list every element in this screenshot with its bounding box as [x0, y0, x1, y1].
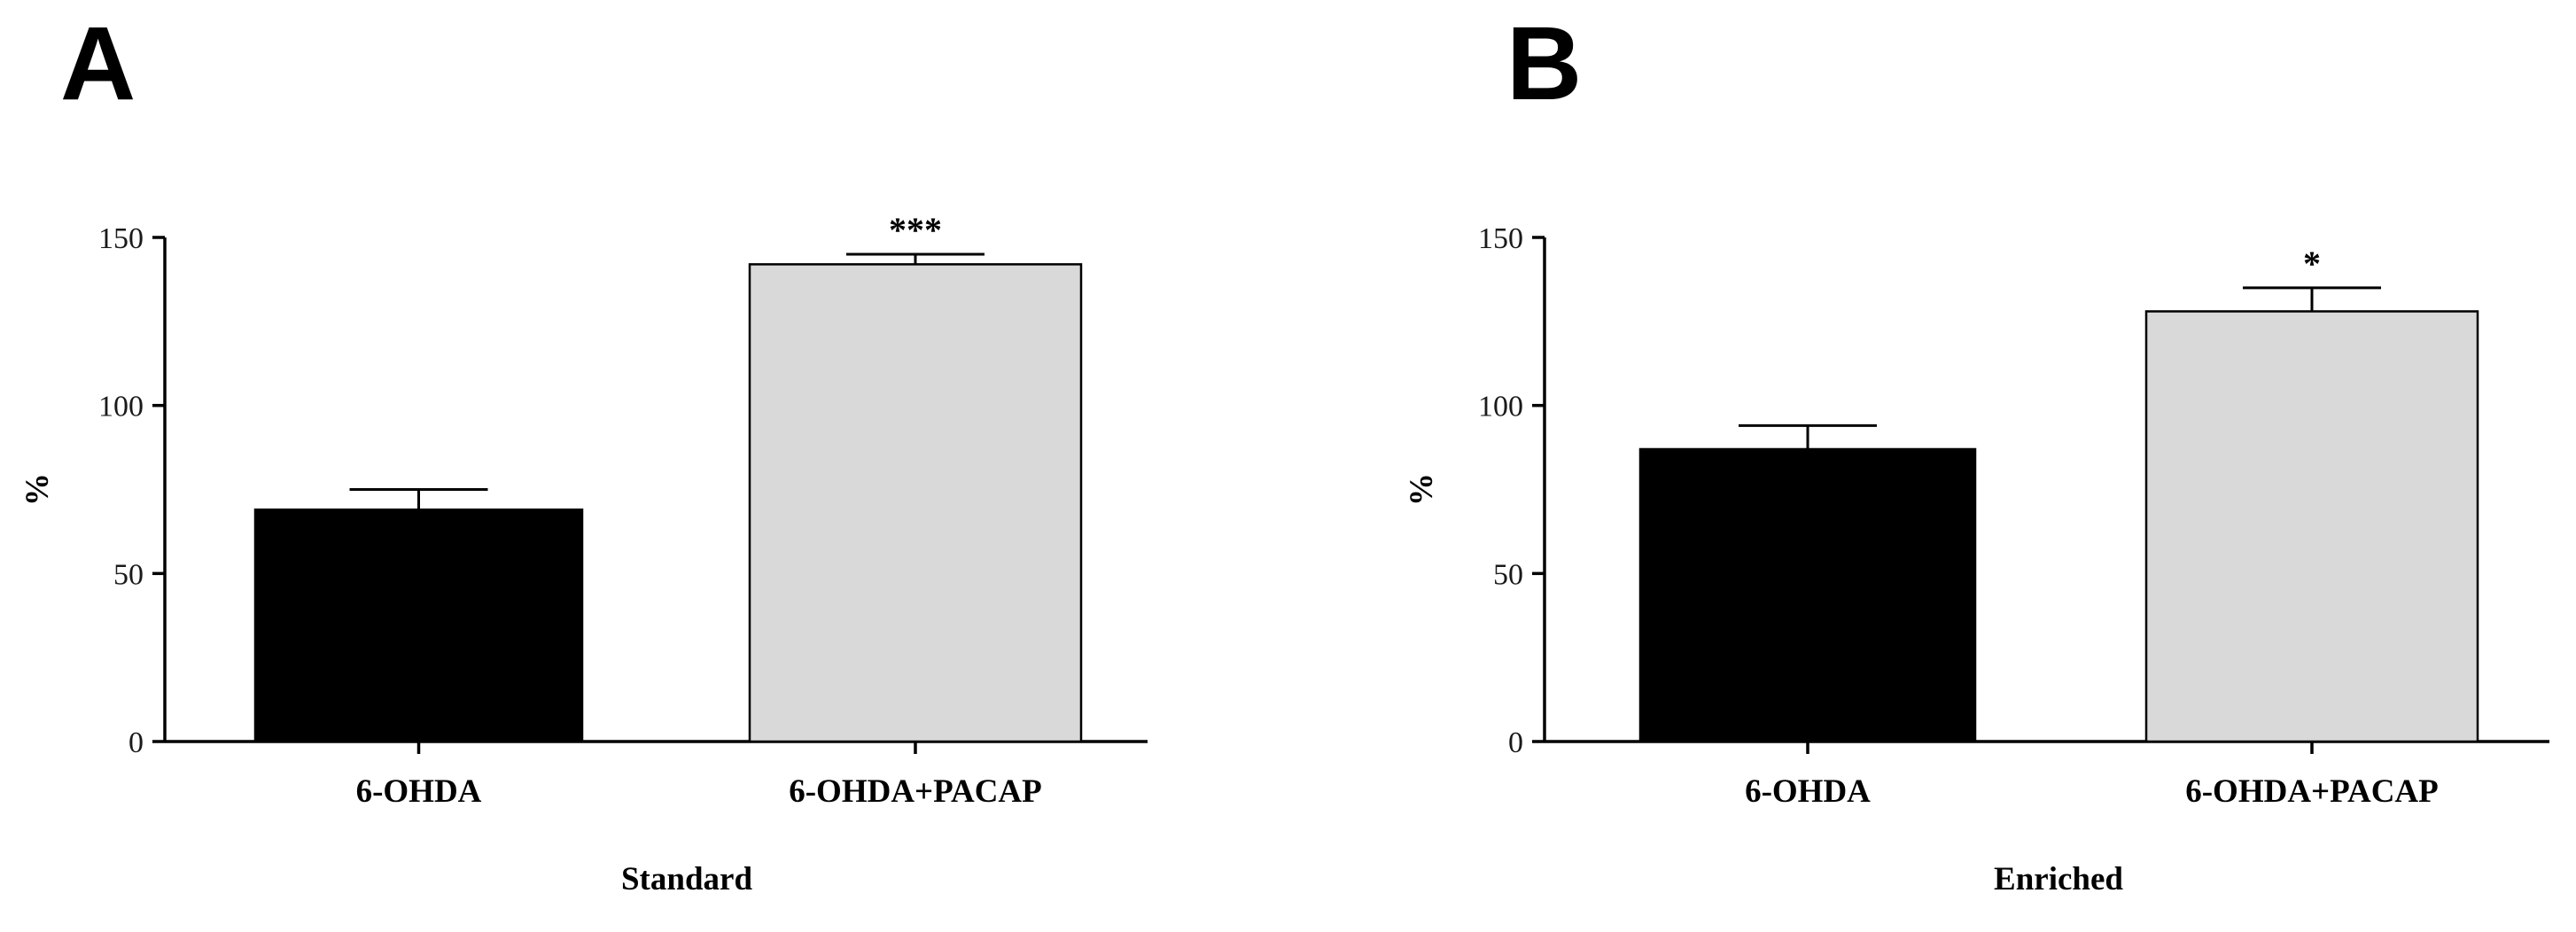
significance-marker: *** — [889, 210, 942, 250]
y-tick-label: 150 — [98, 222, 144, 255]
y-tick-label: 0 — [1508, 726, 1523, 759]
y-axis-title: % — [19, 473, 56, 506]
bar-6-ohda-pacap — [748, 263, 1083, 743]
y-tick-label: 0 — [128, 726, 144, 759]
bar-6-ohda — [253, 509, 584, 743]
x-axis-title: Standard — [621, 861, 752, 897]
panel-letter-b: B — [1506, 5, 1582, 122]
significance-marker: * — [2303, 244, 2321, 283]
y-tick-label: 50 — [113, 558, 144, 591]
panel-a: A 0 50 100 150 6-OHDA 6-OHDA+PACAP ***% Standar… — [19, 5, 1148, 897]
category-label: 6-OHDA+PACAP — [2185, 773, 2439, 810]
panel-b: B 0 50 100 150 6-OHDA 6-OHDA+PACAP *% Enriched — [1404, 5, 2549, 897]
y-tick-label: 100 — [98, 391, 144, 423]
category-label: 6-OHDA+PACAP — [789, 773, 1042, 810]
y-tick-label: 50 — [1493, 558, 1523, 591]
y-tick-label: 150 — [1478, 222, 1523, 255]
y-tick-label: 100 — [1478, 391, 1523, 423]
x-axis-title: Enriched — [1994, 861, 2123, 897]
y-axis-title: % — [1404, 473, 1440, 506]
bar-6-ohda-pacap — [2144, 310, 2479, 743]
panel-letter-a: A — [60, 5, 136, 122]
category-label: 6-OHDA — [356, 773, 482, 810]
bar-6-ohda — [1638, 447, 1977, 743]
category-label: 6-OHDA — [1745, 773, 1871, 810]
